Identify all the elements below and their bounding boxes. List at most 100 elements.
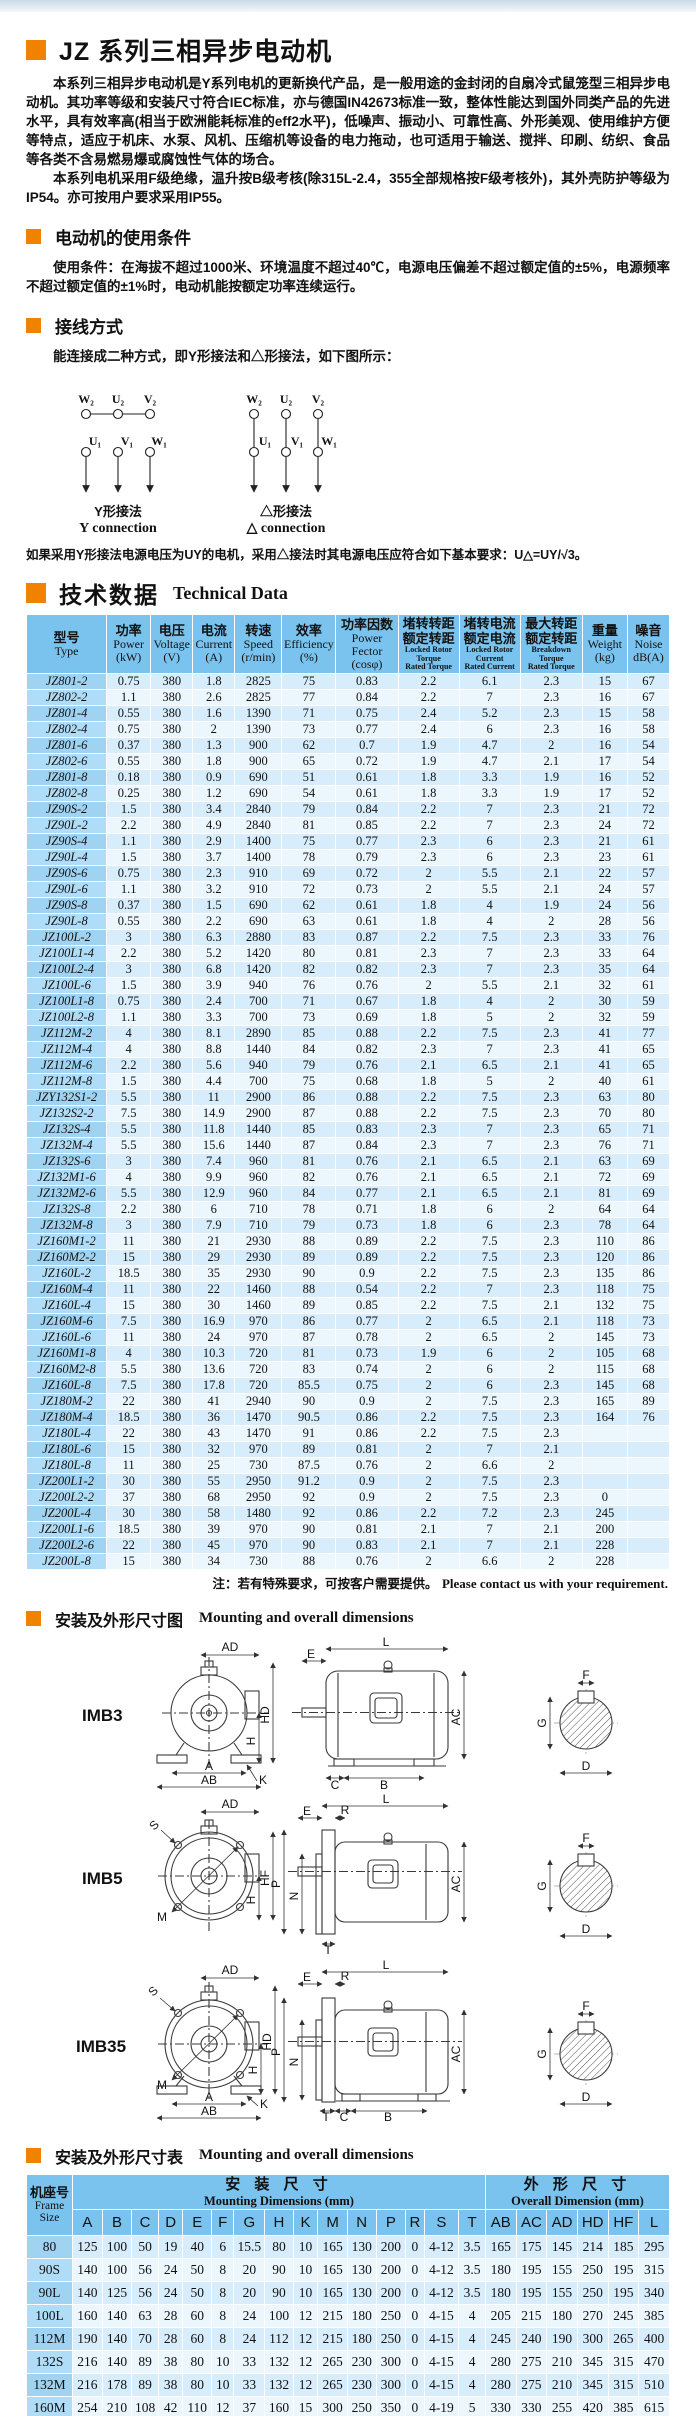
tech-value-cell: 0.86 — [335, 1424, 399, 1442]
dimension-label: T — [324, 1943, 332, 1956]
header-cn: 功率 — [115, 623, 142, 639]
tech-value-cell: 7 — [458, 1520, 521, 1538]
dimension-value-cell: 4-19 — [423, 2395, 460, 2416]
tech-value-cell: 18.5 — [106, 1520, 152, 1538]
tech-table-row: JZ180L-6 15 380 32 970 89 0.81 2 7 2.1 — [25, 1440, 671, 1458]
dimension-label: H — [244, 1736, 258, 1745]
tech-value-cell: 76 — [581, 1136, 628, 1154]
tech-value-cell: 900 — [234, 752, 283, 770]
header-small-line: Rated Torque — [527, 662, 575, 671]
tech-value-cell: 0.84 — [335, 688, 399, 706]
tech-value-cell: 2.1 — [519, 1312, 583, 1330]
header-cn: 额定转距 — [402, 631, 455, 646]
tech-value-cell — [626, 1552, 671, 1570]
tech-value-cell: 57 — [626, 880, 671, 898]
tech-value-cell: 970 — [234, 1520, 283, 1538]
header-en: Speed — [243, 637, 273, 652]
tech-table-row: JZ802-4 0.75 380 2 1390 73 0.77 2.4 6 2.3 16 58 — [25, 720, 671, 738]
dimension-value-cell: 345 — [576, 2372, 609, 2397]
tech-value-cell: 200 — [581, 1520, 628, 1538]
motor-type-cell: JZ100L1-4 — [25, 944, 108, 962]
tech-value-cell: 900 — [234, 736, 283, 754]
tech-table-row: JZ180L-8 11 380 25 730 87.5 0.76 2 6.6 2 — [25, 1456, 671, 1474]
imb5-drawing-row: IMB5 S M AD HF H L E R P N AC T F G D — [26, 1794, 670, 1956]
tech-value-cell: 380 — [150, 880, 194, 898]
tech-table-head: 型号 Type 功率 Power (kW) 电压 Voltage (V) 电流 Current (A… — [25, 614, 671, 674]
dimension-value-cell: 250 — [375, 2326, 407, 2351]
tech-value-cell: 0.88 — [335, 1024, 399, 1042]
motor-type-cell: JZ801-2 — [25, 672, 108, 690]
dimension-value-cell: 280 — [484, 2372, 517, 2397]
motor-type-cell: JZ132M-4 — [25, 1136, 108, 1154]
tech-value-cell: 2.3 — [519, 1472, 583, 1490]
header-small-en: Locked Rotor Current Rated Current — [460, 645, 520, 672]
tech-value-cell: 380 — [150, 944, 194, 962]
tech-value-cell: 16 — [581, 736, 628, 754]
dimension-label: M — [157, 1910, 167, 1924]
tech-value-cell: 63 — [581, 1152, 628, 1170]
dimension-value-cell: 24 — [157, 2280, 184, 2305]
terminal-label: W₂ — [246, 392, 262, 406]
dimension-value-cell: 19 — [157, 2234, 184, 2259]
dimension-value-cell: 315 — [607, 2372, 640, 2397]
dimension-letter-header: F — [210, 2208, 235, 2236]
dimension-value-cell: 8 — [210, 2303, 235, 2328]
dimension-value-cell: 50 — [182, 2257, 212, 2282]
tech-value-cell: 77 — [281, 688, 337, 706]
tech-value-cell: 940 — [234, 976, 283, 994]
tech-table-row: JZ132S-8 2.2 380 6 710 78 0.71 1.8 6 2 64 64 — [25, 1200, 671, 1218]
tech-value-cell: 58 — [626, 720, 671, 738]
dimension-value-cell: 216 — [72, 2372, 103, 2397]
dimension-value-cell: 112 — [264, 2326, 294, 2351]
tech-value-cell: 7.5 — [106, 1104, 152, 1122]
tech-value-cell: 960 — [234, 1184, 283, 1202]
dimension-value-cell: 210 — [546, 2349, 578, 2374]
tech-value-cell: 0.55 — [106, 704, 152, 722]
tech-value-cell: 79 — [281, 1056, 337, 1074]
tech-value-cell: 86 — [626, 1264, 671, 1282]
mount-group-row: 机座号 Frame Size 安 装 尺 寸 Mounting Dimensio… — [26, 2173, 671, 2236]
imb35-shaft-section — [547, 2010, 618, 2107]
tech-value-cell: 380 — [150, 1104, 194, 1122]
tech-value-cell: 22 — [106, 1424, 152, 1442]
tech-value-cell: 690 — [234, 768, 283, 786]
tech-value-cell: 7.5 — [458, 1232, 521, 1250]
tech-value-cell: 11 — [106, 1280, 152, 1298]
dimension-value-cell: 300 — [375, 2349, 407, 2374]
tech-value-cell: 720 — [234, 1360, 283, 1378]
tech-value-cell: 2.3 — [519, 848, 583, 866]
tech-column-header: 堵转电流 额定电流 Locked Rotor Current Rated Current — [458, 614, 521, 674]
tech-value-cell: 2.3 — [519, 1280, 583, 1298]
motor-type-cell: JZ112M-6 — [25, 1056, 108, 1074]
tech-value-cell: 2.2 — [397, 1232, 460, 1250]
tech-value-cell: 690 — [234, 784, 283, 802]
dimension-label: T — [322, 2110, 330, 2124]
tech-value-cell: 2.1 — [519, 1168, 583, 1186]
tech-value-cell: 23 — [581, 848, 628, 866]
tech-table-row: JZ90L-4 1.5 380 3.7 1400 78 0.79 2.3 6 2.3 23 61 — [25, 848, 671, 866]
tech-value-cell: 0.72 — [335, 752, 399, 770]
dimension-value-cell: 56 — [131, 2257, 159, 2282]
tech-value-cell: 960 — [234, 1168, 283, 1186]
tech-table-row: JZ90S-2 1.5 380 3.4 2840 79 0.84 2.2 7 2.3 21 72 — [25, 800, 671, 818]
dimension-value-cell: 180 — [484, 2257, 517, 2282]
dimension-label: P — [269, 2047, 283, 2055]
tech-value-cell: 0.75 — [106, 864, 152, 882]
tech-value-cell: 380 — [150, 864, 194, 882]
tech-value-cell: 4 — [106, 1168, 152, 1186]
tech-table-row: JZ160M1-8 4 380 10.3 720 81 0.73 1.9 6 2 105 68 — [25, 1344, 671, 1362]
tech-value-cell: 72 — [626, 816, 671, 834]
tech-value-cell: 1.5 — [106, 848, 152, 866]
tech-value-cell: 80 — [626, 1088, 671, 1106]
tech-table-row: JZ100L2-8 1.1 380 3.3 700 73 0.69 1.8 5 2 32 59 — [25, 1008, 671, 1026]
tech-table-row: JZ90L-8 0.55 380 2.2 690 63 0.61 1.8 4 2 28 56 — [25, 912, 671, 930]
dimension-value-cell: 4-12 — [423, 2280, 460, 2305]
tech-value-cell: 33 — [581, 928, 628, 946]
view-name-label: IMB35 — [76, 2037, 126, 2056]
tech-value-cell — [626, 1456, 671, 1474]
dimension-value-cell: 132 — [264, 2372, 294, 2397]
tech-value-cell: 2.3 — [519, 1504, 583, 1522]
tech-value-cell: 2.3 — [519, 1408, 583, 1426]
tech-value-cell: 380 — [150, 1328, 194, 1346]
tech-value-cell: 87 — [281, 1136, 337, 1154]
